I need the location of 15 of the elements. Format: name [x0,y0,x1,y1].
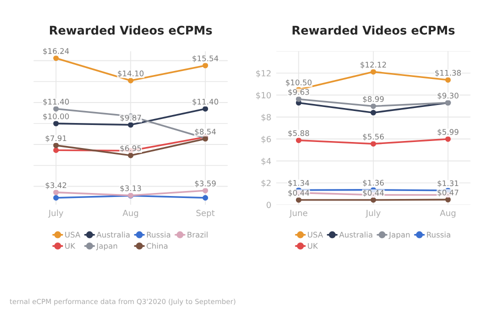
x-tick-label: Aug [122,210,138,218]
y-tick-label: 0 [266,202,271,208]
x-tick-label: July [48,210,64,218]
x-tick-label: Aug [440,210,456,218]
y-tick-label: $12 [256,70,271,78]
y-tick-label: $10 [256,92,271,100]
y-tick-label: $6 [261,136,271,144]
y-tick-label: $4 [261,158,271,166]
y-tick-label: $2 [261,180,271,188]
chart-title: Rewarded Videos eCPMs [292,26,455,35]
x-tick-label: June [289,210,308,218]
y-tick-label: $8 [261,114,271,122]
x-tick-label: Sept [196,210,215,218]
chart-title: Rewarded Videos eCPMs [50,26,212,35]
x-tick-label: July [365,210,381,218]
